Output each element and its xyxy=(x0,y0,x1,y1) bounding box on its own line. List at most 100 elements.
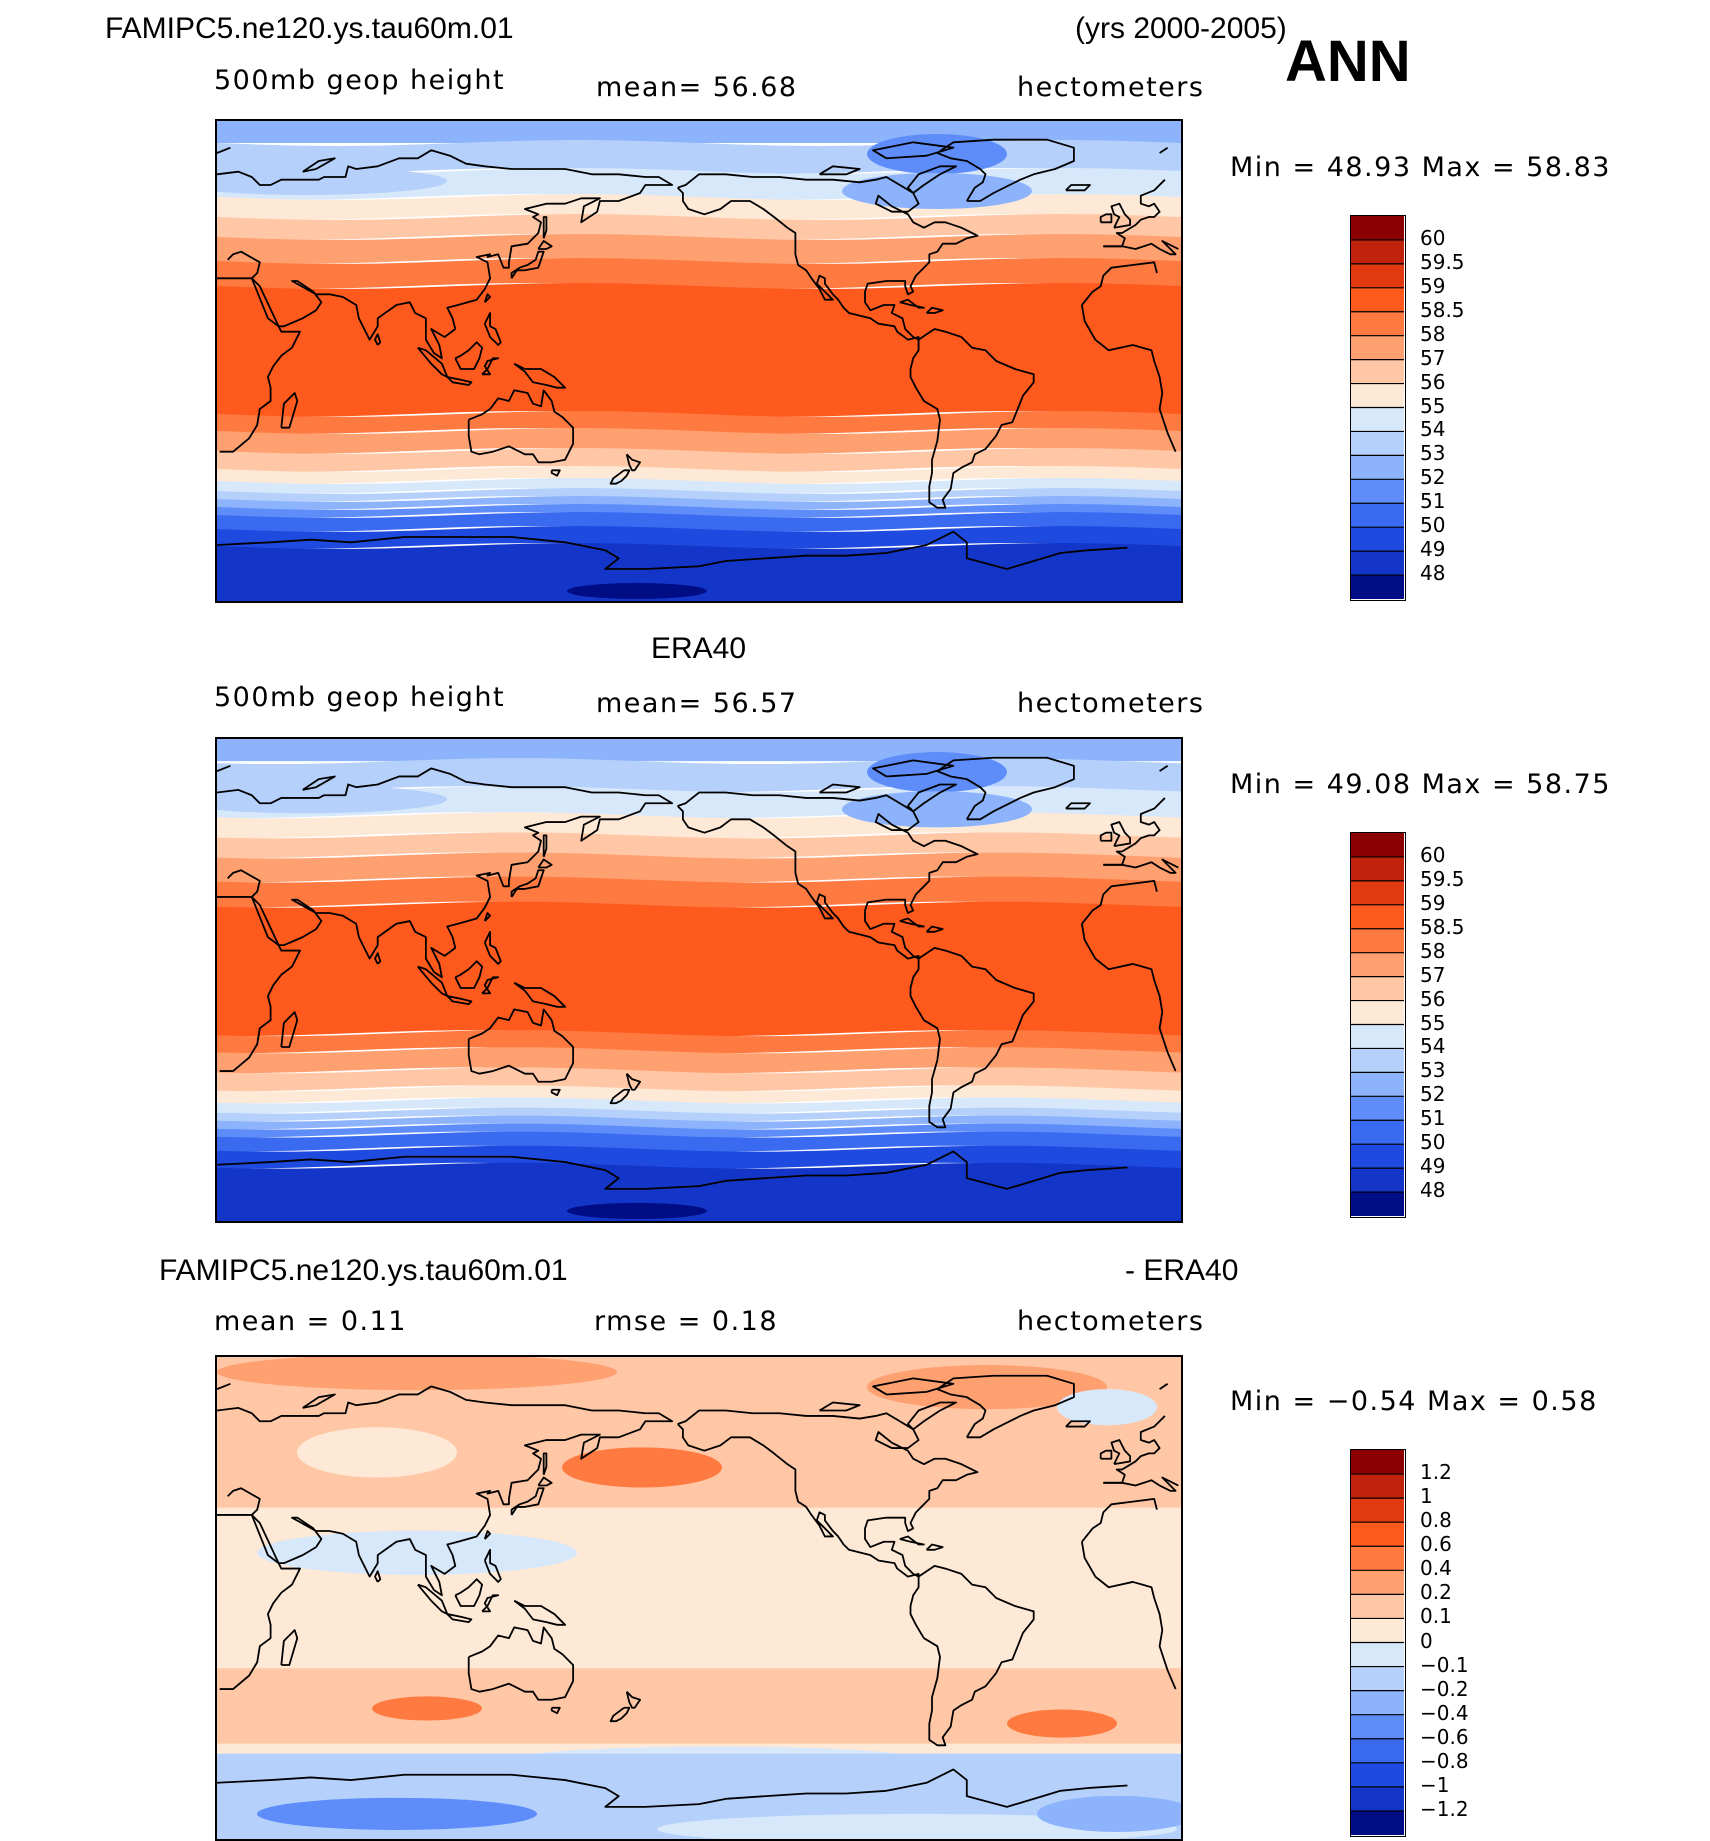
contour-band xyxy=(217,258,1181,289)
colorbar-swatch xyxy=(1351,359,1404,385)
coastline-hispaniola xyxy=(925,306,944,314)
colorbar-swatch xyxy=(1351,1714,1404,1740)
contour-band xyxy=(217,1107,1181,1122)
colorbar-swatch xyxy=(1351,551,1404,576)
coastline-eurasia xyxy=(1103,1476,1179,1492)
colorbar-swatch xyxy=(1351,1048,1404,1073)
colorbar-tick-label: 59.5 xyxy=(1420,249,1465,274)
panel3-rmse: rmse = 0.18 xyxy=(594,1306,779,1337)
colorbar-tick-label: 51 xyxy=(1420,489,1446,514)
coastline-java xyxy=(446,995,473,1006)
coastline-java xyxy=(446,376,473,386)
season-label: ANN xyxy=(1285,29,1411,94)
colorbar-swatch xyxy=(1351,431,1404,456)
contour-band xyxy=(217,526,1181,549)
colorbar-tick-label: 0.1 xyxy=(1420,1604,1452,1629)
europe-trough xyxy=(217,167,447,195)
coastline-sulawesi xyxy=(481,1594,500,1613)
coastline-nz_n xyxy=(625,1691,641,1709)
contour-band xyxy=(217,488,1181,502)
panel3-units: hectometers xyxy=(1017,1306,1205,1337)
contour-band xyxy=(217,448,1181,472)
panel2-map xyxy=(215,737,1183,1223)
contour-blob xyxy=(1037,1795,1181,1832)
coastline-ellesmere xyxy=(872,759,955,778)
europe-trough xyxy=(217,785,447,814)
contour-band xyxy=(217,543,1181,601)
panel1-colorbar xyxy=(1350,215,1406,601)
contour-blob xyxy=(372,1696,482,1721)
coastline-africa xyxy=(1081,261,1158,306)
coastline-nz_s xyxy=(609,1706,631,1723)
colorbar-swatch xyxy=(1351,1738,1404,1764)
colorbar-swatch xyxy=(1351,479,1404,504)
coastline-australia xyxy=(467,389,574,464)
colorbar-tick-label: 55 xyxy=(1420,393,1446,418)
coastline-philippines xyxy=(483,930,502,965)
coastline-philippines xyxy=(483,1548,502,1583)
coastline-ireland xyxy=(1099,1449,1113,1460)
coastline-hokkaido xyxy=(537,858,553,869)
colorbar-swatch xyxy=(1351,976,1404,1002)
colorbar-tick-label: −0.8 xyxy=(1420,1748,1469,1773)
colorbar-swatch xyxy=(1351,1072,1404,1097)
colorbar-tick-label: 0.2 xyxy=(1420,1580,1452,1605)
coastline-taiwan xyxy=(483,912,491,922)
contour-blob xyxy=(1057,1389,1157,1426)
coastline-tasmania xyxy=(550,469,561,477)
contour-band xyxy=(217,852,1181,883)
coastline-svalbard xyxy=(217,764,231,772)
coastline-baffin xyxy=(907,165,957,194)
coastline-africa xyxy=(217,896,301,1072)
contour-blob xyxy=(297,1427,457,1478)
colorbar-tick-label: −1 xyxy=(1420,1772,1450,1797)
coastline-cuba xyxy=(899,917,925,928)
coastline-africa xyxy=(1081,1497,1158,1543)
colorbar-tick-label: 59 xyxy=(1420,890,1446,915)
panel1-minmax: Min = 48.93 Max = 58.83 xyxy=(1230,152,1611,183)
case-title: FAMIPC5.ne120.ys.tau60m.01 xyxy=(105,12,514,45)
colorbar-tick-label: 0.8 xyxy=(1420,1508,1452,1533)
coastlines xyxy=(217,1374,1179,1808)
colorbar-tick-label: 54 xyxy=(1420,417,1446,442)
coastline-novaya xyxy=(302,775,336,791)
coastline-namerica xyxy=(676,173,979,341)
coastline-madagascar xyxy=(280,1011,299,1048)
colorbar-tick-label: 48 xyxy=(1420,561,1446,586)
coastline-australia xyxy=(467,1626,574,1701)
colorbar-swatch xyxy=(1351,455,1404,480)
colorbar-swatch xyxy=(1351,239,1404,265)
coastline-britain xyxy=(1110,821,1131,848)
colorbar-swatch xyxy=(1351,1096,1404,1121)
panel3-colorbar-svg xyxy=(1351,1450,1404,1835)
colorbar-tick-label: 51 xyxy=(1420,1106,1446,1131)
colorbar-tick-label: 60 xyxy=(1420,842,1446,867)
colorbar-swatch xyxy=(1351,1522,1404,1547)
coastline-victoria xyxy=(819,165,861,176)
coastline-sakhalin xyxy=(542,834,548,858)
colorbar-swatch xyxy=(1351,1024,1404,1049)
contour-band xyxy=(217,466,1181,484)
coastline-sumatra xyxy=(417,965,449,997)
panel3-title-left: FAMIPC5.ne120.ys.tau60m.01 xyxy=(159,1254,568,1287)
coastline-eurasia xyxy=(1103,858,1179,874)
coastline-japan xyxy=(510,1487,545,1516)
colorbar-swatch xyxy=(1351,1786,1404,1812)
contour-blob xyxy=(217,1357,617,1391)
panel3-mean: mean = 0.11 xyxy=(214,1306,407,1337)
coastline-ellesmere xyxy=(872,1377,955,1396)
coastline-novaya xyxy=(302,1393,336,1409)
contour-band xyxy=(217,428,1181,454)
coastlines xyxy=(217,756,1179,1190)
colorbar-swatch xyxy=(1351,1546,1404,1571)
coastline-sulawesi xyxy=(481,976,500,995)
coastline-madagascar xyxy=(280,392,299,429)
contour-band xyxy=(217,1162,1181,1221)
colorbar-swatch xyxy=(1351,1120,1404,1145)
colorbar-swatch xyxy=(1351,383,1404,408)
coastline-ireland xyxy=(1099,213,1113,224)
coastline-japan xyxy=(510,250,545,279)
colorbar-swatch xyxy=(1351,1498,1404,1523)
coastline-madagascar xyxy=(280,1629,299,1666)
contour-band xyxy=(217,214,1181,240)
